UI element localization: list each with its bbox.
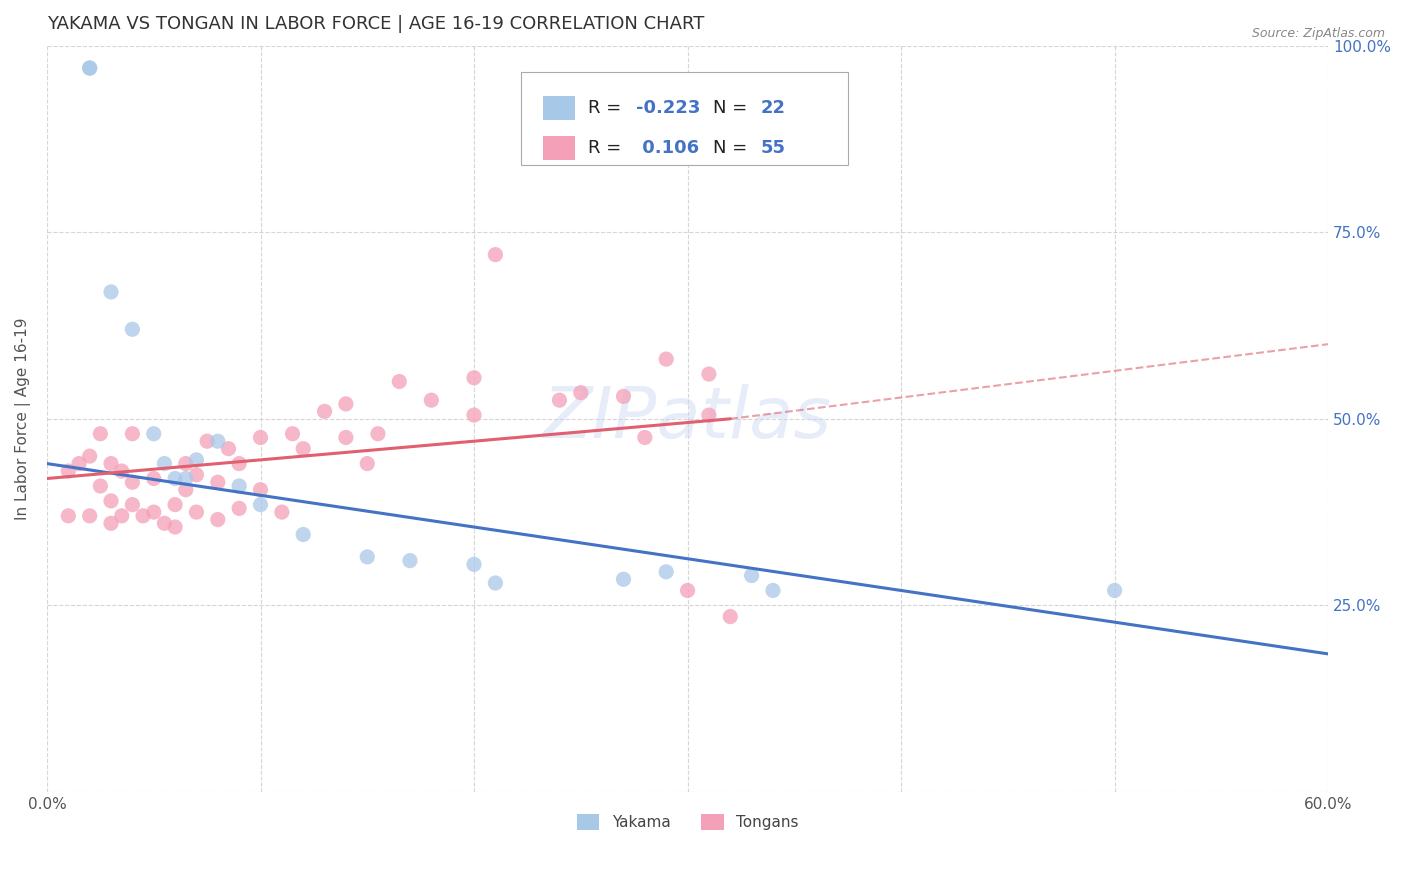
Point: [548, 393, 571, 408]
Point: [569, 385, 592, 400]
Point: [186, 467, 208, 482]
Point: [79, 508, 101, 523]
Point: [165, 520, 187, 534]
Point: [207, 434, 229, 449]
Text: R =: R =: [588, 99, 627, 117]
Point: [165, 498, 187, 512]
Point: [79, 61, 101, 75]
Point: [634, 430, 657, 444]
Point: [484, 576, 506, 591]
Point: [1104, 583, 1126, 598]
Text: 55: 55: [761, 138, 786, 157]
Y-axis label: In Labor Force | Age 16-19: In Labor Force | Age 16-19: [15, 318, 31, 520]
Point: [186, 453, 208, 467]
Text: R =: R =: [588, 138, 627, 157]
Point: [228, 501, 250, 516]
Point: [207, 512, 229, 526]
Point: [89, 479, 111, 493]
Point: [174, 457, 197, 471]
Point: [174, 483, 197, 497]
Point: [463, 408, 485, 422]
Point: [676, 583, 699, 598]
Point: [718, 609, 741, 624]
Point: [612, 389, 634, 403]
Point: [335, 430, 357, 444]
Point: [356, 457, 378, 471]
Point: [249, 498, 271, 512]
Point: [111, 464, 134, 478]
Legend: Yakama, Tongans: Yakama, Tongans: [571, 808, 804, 837]
Point: [58, 464, 80, 478]
Point: [228, 479, 250, 493]
Text: -0.223: -0.223: [637, 99, 700, 117]
Point: [228, 457, 250, 471]
Point: [195, 434, 218, 449]
Text: 22: 22: [761, 99, 786, 117]
Point: [100, 516, 122, 531]
Text: Source: ZipAtlas.com: Source: ZipAtlas.com: [1251, 27, 1385, 40]
Text: ZIPatlas: ZIPatlas: [543, 384, 832, 453]
FancyBboxPatch shape: [543, 136, 575, 160]
Point: [67, 457, 90, 471]
Text: 0.106: 0.106: [637, 138, 699, 157]
Point: [153, 457, 176, 471]
Point: [111, 508, 134, 523]
Point: [741, 568, 763, 582]
Point: [356, 549, 378, 564]
Point: [186, 505, 208, 519]
Point: [484, 247, 506, 261]
Point: [100, 457, 122, 471]
Point: [399, 553, 422, 567]
Point: [463, 371, 485, 385]
FancyBboxPatch shape: [522, 71, 848, 165]
Point: [207, 475, 229, 490]
Point: [142, 505, 165, 519]
Point: [612, 572, 634, 586]
Point: [314, 404, 336, 418]
Point: [292, 442, 315, 456]
Point: [249, 483, 271, 497]
Point: [388, 375, 411, 389]
Point: [292, 527, 315, 541]
Point: [79, 449, 101, 463]
Point: [655, 352, 678, 367]
Point: [58, 508, 80, 523]
Point: [142, 426, 165, 441]
Point: [132, 508, 155, 523]
FancyBboxPatch shape: [543, 96, 575, 120]
Point: [89, 426, 111, 441]
Point: [79, 61, 101, 75]
Point: [121, 498, 143, 512]
Point: [463, 558, 485, 572]
Text: N =: N =: [713, 99, 754, 117]
Point: [367, 426, 389, 441]
Point: [697, 408, 720, 422]
Point: [270, 505, 292, 519]
Point: [121, 322, 143, 336]
Point: [249, 430, 271, 444]
Text: N =: N =: [713, 138, 754, 157]
Point: [762, 583, 785, 598]
Point: [420, 393, 443, 408]
Point: [121, 426, 143, 441]
Point: [655, 565, 678, 579]
Point: [153, 516, 176, 531]
Point: [100, 285, 122, 299]
Point: [281, 426, 304, 441]
Point: [697, 367, 720, 381]
Point: [335, 397, 357, 411]
Point: [174, 471, 197, 485]
Text: YAKAMA VS TONGAN IN LABOR FORCE | AGE 16-19 CORRELATION CHART: YAKAMA VS TONGAN IN LABOR FORCE | AGE 16…: [46, 15, 704, 33]
Point: [142, 471, 165, 485]
Point: [100, 494, 122, 508]
Point: [165, 471, 187, 485]
Point: [121, 475, 143, 490]
Point: [217, 442, 239, 456]
